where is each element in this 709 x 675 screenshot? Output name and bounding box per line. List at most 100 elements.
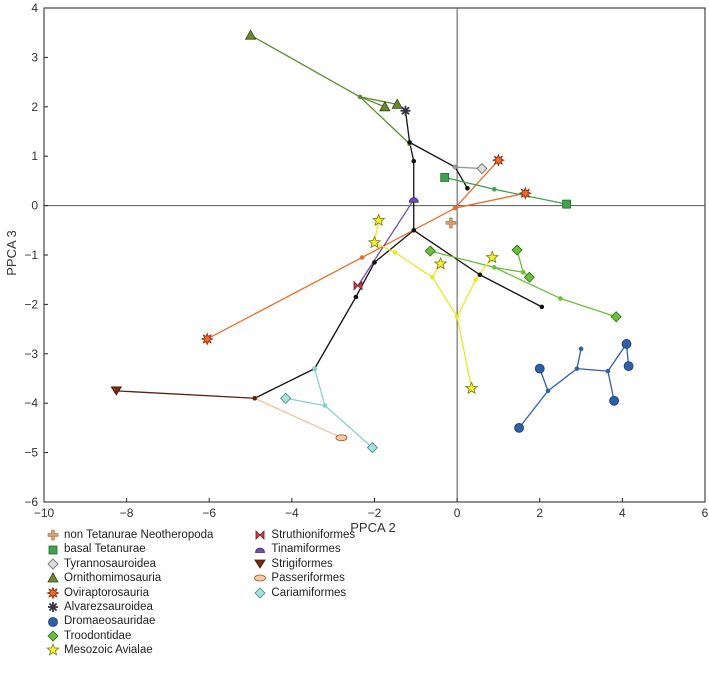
non-tetanurae-neotheropoda-legend-marker xyxy=(47,529,59,541)
dromaeosauridae-legend-symbol xyxy=(48,616,58,627)
lineage-segment xyxy=(456,316,473,389)
tyrannosauroidea-legend-symbol xyxy=(47,558,59,570)
ancestral-node xyxy=(465,186,470,191)
ornithomimosauria-marker xyxy=(391,98,403,109)
basal-tetanurae-marker xyxy=(562,199,572,209)
alvarezsauroidea-legend-symbol xyxy=(48,602,58,613)
x-tick-label: 4 xyxy=(619,506,626,520)
passeriformes-legend-marker xyxy=(254,574,267,582)
ancestral-node xyxy=(312,366,317,371)
ancestral-node xyxy=(558,296,563,301)
basal-tetanurae-legend-symbol xyxy=(48,545,58,554)
ancestral-node xyxy=(454,314,460,320)
lineage-segment xyxy=(355,262,376,298)
lineage-segment xyxy=(404,110,411,143)
ancestral-node xyxy=(452,205,458,211)
oviraptorosauria-marker xyxy=(200,332,214,346)
cariamiformes-marker xyxy=(366,442,378,454)
mesozoic-avialae-marker xyxy=(433,256,448,270)
tinamiformes-legend-marker xyxy=(255,547,266,553)
x-axis-label: PPCA 2 xyxy=(350,520,396,535)
x-tick-label: −10 xyxy=(34,506,55,520)
ancestral-node xyxy=(545,388,551,394)
ancestral-node xyxy=(520,269,526,275)
lineage-segment xyxy=(547,368,578,392)
legend-label: Strigiformes xyxy=(271,557,333,570)
tinamiformes-marker xyxy=(408,197,419,203)
legend-item-non-tetanurae-neotheropoda: non Tetanurae Neotheropoda xyxy=(46,528,213,542)
lineage-segment xyxy=(359,96,411,145)
ancestral-node xyxy=(411,228,417,233)
y-tick-label: 0 xyxy=(31,199,38,213)
y-axis-label: PPCA 3 xyxy=(4,230,19,276)
lineage-segment xyxy=(324,405,373,449)
legend-item-cariamiformes: Cariamiformes xyxy=(253,586,355,600)
x-tick-label: 0 xyxy=(454,506,461,520)
troodontidae-legend-symbol xyxy=(47,630,59,642)
ancestral-node xyxy=(407,140,412,145)
legend-label: Troodontidae xyxy=(64,629,132,642)
ancestral-node xyxy=(353,294,359,300)
lineage-segment xyxy=(607,370,615,401)
cariamiformes-legend-symbol xyxy=(254,587,266,599)
dromaeosauridae-marker xyxy=(621,339,632,349)
dromaeosauridae-legend-marker xyxy=(48,616,58,627)
tinamiformes-legend-symbol xyxy=(255,547,266,553)
lineage-segment xyxy=(607,343,628,372)
ancestral-node xyxy=(578,346,584,352)
legend-label: Passeriformes xyxy=(271,572,345,585)
ancestral-node xyxy=(357,94,363,100)
legend-column-1: non Tetanurae Neotheropoda basal Tetanura… xyxy=(46,528,213,658)
y-tick-label: 1 xyxy=(31,149,38,163)
lineage-segment xyxy=(314,296,357,369)
dromaeosauridae-marker xyxy=(623,361,634,372)
lineage-segment xyxy=(454,192,526,209)
lineage-segment xyxy=(116,390,255,399)
lineage-segment xyxy=(357,199,415,286)
x-tick-label: 2 xyxy=(536,506,543,520)
lineage-segment xyxy=(285,397,326,407)
lineage-segment xyxy=(374,229,415,263)
plot-frame xyxy=(43,7,706,503)
x-tick-label: −4 xyxy=(285,506,299,520)
legend-item-oviraptorosauria: Oviraptorosauria xyxy=(46,586,213,600)
cariamiformes-legend-marker xyxy=(254,587,266,599)
ornithomimosauria-legend-marker xyxy=(47,572,59,583)
asterisk-stroke xyxy=(48,602,58,612)
x-tick-label: −6 xyxy=(202,506,216,520)
alvarezsauroidea-marker xyxy=(400,105,411,116)
legend-label: Struthioniformes xyxy=(271,529,356,541)
y-axis-ticks: −6 −5 −4 −3 −2 −1 0 1 2 3 4 xyxy=(24,1,48,509)
lineage-segment xyxy=(359,96,398,105)
lineage-segment xyxy=(494,266,524,273)
struthioniformes-legend-marker xyxy=(256,530,265,541)
mesozoic-avialae-marker xyxy=(371,213,386,227)
legend-label: Alvarezsauroidea xyxy=(64,600,153,613)
struthioniformes-legend-symbol xyxy=(256,530,265,541)
strigiformes-marker xyxy=(110,386,123,396)
asterisk-stroke xyxy=(401,106,410,115)
ancestral-node xyxy=(492,265,497,270)
strigiformes-legend-marker xyxy=(254,559,267,569)
legend-item-ornithomimosauria: Ornithomimosauria xyxy=(46,571,213,585)
y-tick-label: −2 xyxy=(24,297,38,311)
tyrannosauroidea-legend-marker xyxy=(47,558,59,570)
troodontidae-marker xyxy=(523,271,535,283)
oviraptorosauria-marker xyxy=(491,153,506,167)
lineage-segment xyxy=(409,141,456,168)
ancestral-node xyxy=(477,272,483,278)
alvarezsauroidea-legend-marker xyxy=(48,602,58,613)
lineage-segment xyxy=(250,34,361,98)
legend-label: Dromaeosauridae xyxy=(64,615,156,628)
lineage-lines xyxy=(116,34,630,449)
legend-item-struthioniformes: Struthioniformes xyxy=(253,528,355,542)
tyrannosauroidea-marker xyxy=(476,162,488,175)
legend-label: Tyrannosauroidea xyxy=(64,557,157,570)
node-dots xyxy=(252,94,611,408)
legend-item-basal-tetanurae: basal Tetanurae xyxy=(46,542,213,556)
lineage-segment xyxy=(254,397,342,439)
ancestral-node xyxy=(473,277,479,283)
strigiformes-legend-symbol xyxy=(254,559,267,569)
ancestral-node xyxy=(492,186,497,192)
ancestral-node xyxy=(452,164,458,170)
